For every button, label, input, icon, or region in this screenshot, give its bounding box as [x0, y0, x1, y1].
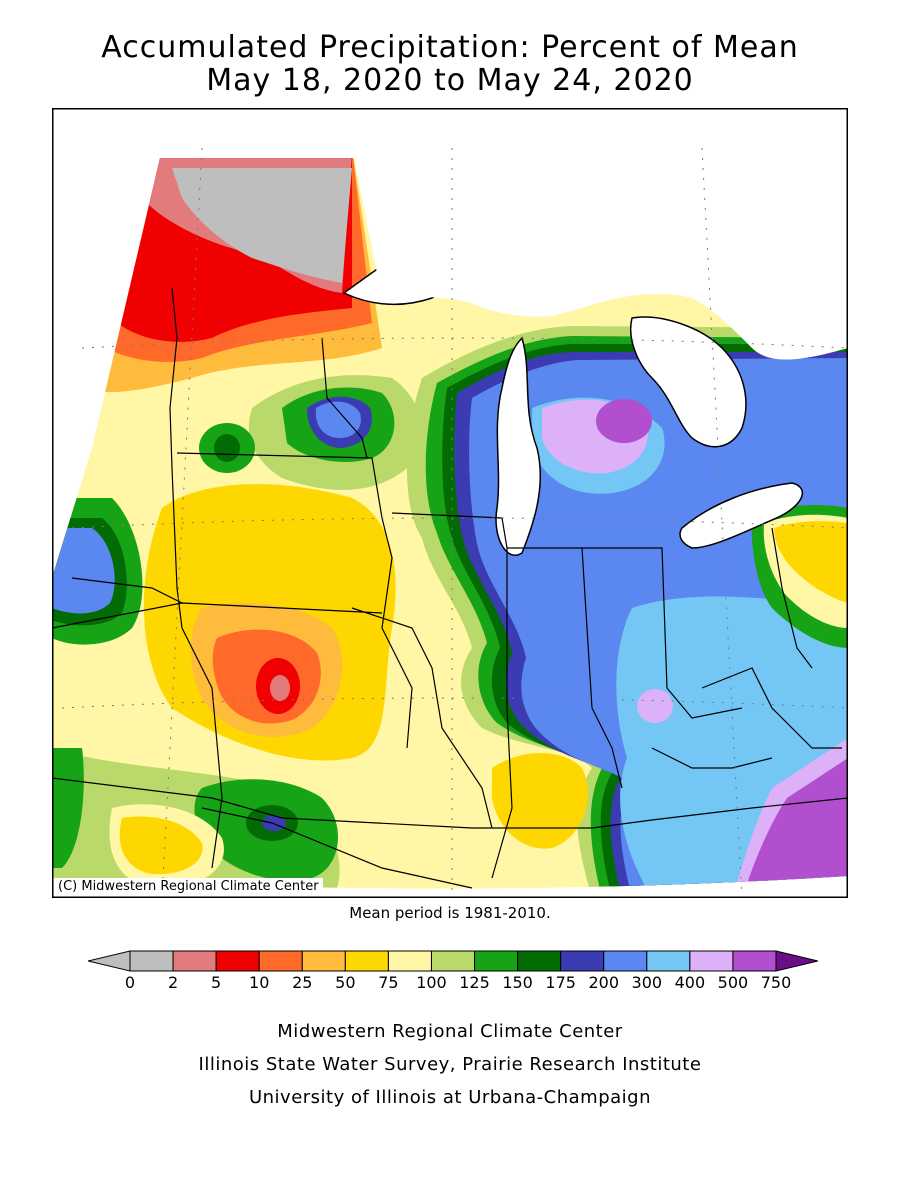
border-dakotas-mn — [169, 287, 223, 869]
lake-huron — [630, 316, 747, 448]
legend-tick-label: 750 — [761, 973, 792, 992]
region-150-175 — [214, 434, 240, 462]
border-mn-wi — [321, 337, 368, 459]
mean-period-note: Mean period is 1981-2010. — [349, 904, 551, 922]
region-125-150 — [52, 748, 84, 868]
graticule — [61, 147, 848, 898]
border-mn-ia — [176, 452, 413, 749]
legend-swatch — [387, 950, 432, 972]
legend-tick-label: 200 — [588, 973, 619, 992]
region-400-500 — [637, 689, 673, 723]
legend-swatch — [474, 950, 519, 972]
legend-swatch — [430, 950, 476, 972]
legend-tick-label: 25 — [292, 973, 312, 992]
legend-tick-label: 300 — [632, 973, 663, 992]
date-range-subtitle: May 18, 2020 to May 24, 2020 — [206, 63, 694, 98]
legend-swatch — [517, 950, 562, 972]
region-50-75 — [492, 753, 588, 849]
legend-swatch — [344, 950, 389, 972]
border-oh-wv — [701, 667, 842, 749]
legend-tick-label: 2 — [168, 973, 178, 992]
legend-swatch — [560, 950, 605, 972]
border-in-oh — [582, 547, 743, 719]
legend-swatch — [301, 950, 346, 972]
region-200-300 — [52, 528, 115, 614]
legend-tick-label: 100 — [416, 973, 447, 992]
map-frame — [52, 108, 848, 898]
state-borders — [52, 287, 848, 889]
border-mo-il-river — [351, 607, 493, 829]
region-2-5 — [270, 675, 290, 701]
lake-michigan — [495, 336, 541, 556]
legend-swatch — [689, 950, 734, 972]
region-500-750 — [742, 758, 848, 889]
border-mo-ar — [201, 807, 473, 889]
border-ne-ks — [71, 577, 183, 604]
legend-swatch — [732, 950, 777, 972]
credit-line-2: Illinois State Water Survey, Prairie Res… — [198, 1054, 702, 1075]
legend-tick-label: 5 — [211, 973, 221, 992]
legend-tick-label: 400 — [675, 973, 706, 992]
region-175-200 — [262, 815, 286, 831]
border-oh-pa — [771, 527, 813, 669]
legend-tick-label: 175 — [545, 973, 576, 992]
legend-tick-label: 10 — [249, 973, 269, 992]
region-500-750 — [596, 399, 652, 443]
credit-line-1: Midwestern Regional Climate Center — [277, 1021, 623, 1042]
canada-background — [352, 148, 848, 360]
region-50-75 — [774, 521, 848, 603]
border-ky-wv — [651, 747, 773, 769]
legend-tick-label: 75 — [378, 973, 398, 992]
legend-swatch — [172, 950, 217, 972]
legend-swatch — [258, 950, 303, 972]
credit-line-3: University of Illinois at Urbana-Champai… — [248, 1087, 652, 1108]
legend-swatch — [215, 950, 260, 972]
legend-over-arrow — [775, 950, 818, 972]
color-legend: 0 2 5 10 25 50 75 100 125 150 175 200 300 400 500 750 — [88, 950, 818, 992]
legend-tick-label: 0 — [125, 973, 135, 992]
legend-tick-label: 150 — [502, 973, 533, 992]
precipitation-map — [52, 108, 848, 898]
great-lakes — [342, 148, 848, 556]
legend-swatch — [129, 950, 174, 972]
legend-tick-label: 125 — [459, 973, 490, 992]
legend-tick-label: 500 — [718, 973, 749, 992]
region-0-2 — [172, 168, 352, 283]
legend-tick-label: 50 — [335, 973, 355, 992]
region-200-300 — [315, 401, 361, 438]
legend-under-arrow — [88, 950, 131, 972]
region-50-75 — [119, 816, 203, 875]
legend-swatch — [603, 950, 648, 972]
copyright-label: (C) Midwestern Regional Climate Center — [54, 878, 323, 895]
lake-erie — [679, 482, 804, 549]
legend-swatch — [646, 950, 691, 972]
border-ky-tn — [52, 777, 848, 829]
border-wi-il — [391, 512, 513, 879]
border-il-in — [507, 547, 623, 789]
chart-title: Accumulated Precipitation: Percent of Me… — [101, 30, 799, 65]
